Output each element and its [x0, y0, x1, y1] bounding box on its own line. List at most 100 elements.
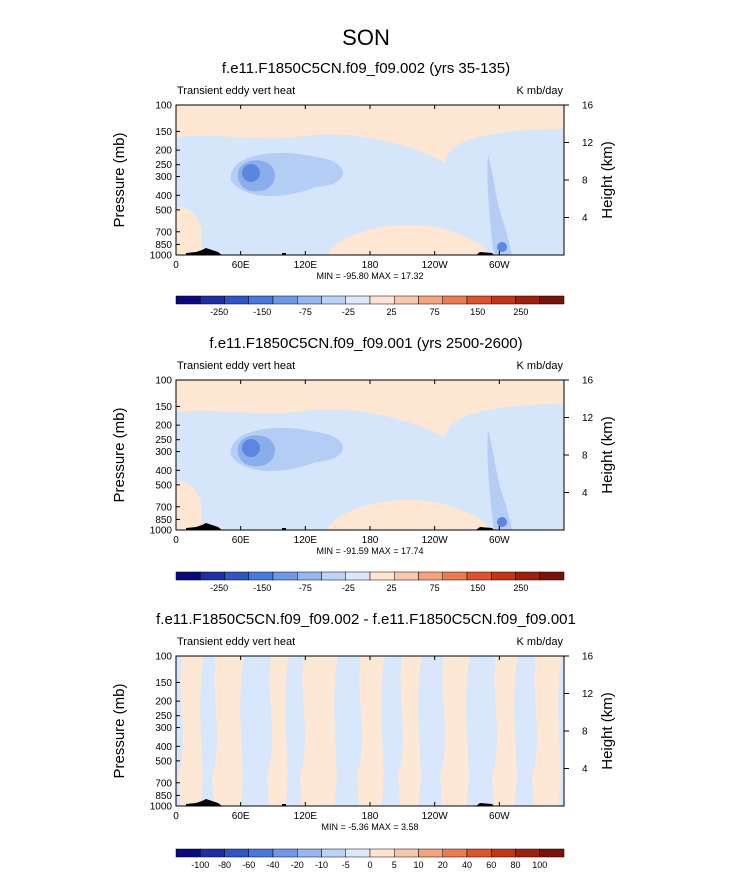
terrain-mask: [186, 799, 222, 806]
contour-field: [176, 105, 564, 255]
terrain-mask: [476, 527, 494, 530]
colorbar-swatch: [272, 571, 298, 581]
colorbar-swatch: [345, 571, 371, 581]
y-axis-label: Pressure (mb): [111, 683, 128, 778]
colorbar-swatch: [175, 848, 201, 858]
y-tick-label: 100: [155, 101, 172, 112]
colorbar-label: -75: [299, 583, 312, 593]
contour-diff-positive: [532, 656, 562, 806]
y-tick-label: 1000: [150, 251, 173, 262]
colorbar-swatch: [491, 848, 516, 858]
y-tick-label: 250: [155, 435, 172, 446]
colorbar-swatch: [369, 571, 395, 581]
contour-negative-atlantic-core: [497, 242, 507, 252]
colorbar-swatch: [321, 295, 346, 305]
x-tick-label: 120W: [422, 260, 449, 271]
y-tick-label: 1000: [150, 802, 173, 813]
colorbar-label: 75: [430, 307, 440, 317]
y-tick-label: 150: [155, 127, 172, 138]
terrain-mask: [476, 252, 494, 255]
colorbar-label: -100: [191, 860, 209, 870]
y-tick-label: 400: [155, 742, 172, 753]
colorbar-swatch: [466, 295, 492, 305]
contour-negative-atlantic: [487, 155, 512, 255]
contour-diff-positive: [212, 656, 244, 806]
terrain-mask: [476, 803, 494, 806]
colorbar-label: -250: [210, 583, 228, 593]
colorbar-swatch: [321, 571, 346, 581]
colorbar-swatch: [442, 571, 468, 581]
y-tick-label: 500: [155, 205, 172, 216]
y-tick-label: 200: [155, 146, 172, 157]
contour-diff-positive: [357, 656, 385, 806]
y2-tick-label: 16: [582, 376, 594, 387]
terrain-mask: [186, 523, 222, 530]
panel-title: f.e11.F1850C5CN.f09_f09.002 - f.e11.F185…: [156, 611, 576, 628]
y-tick-label: 850: [155, 240, 172, 251]
y-axis-label: Pressure (mb): [111, 407, 128, 502]
colorbar-label: 10: [413, 860, 423, 870]
y2-tick-label: 12: [582, 413, 594, 424]
colorbar-label: -5: [342, 860, 350, 870]
colorbar-label: -150: [253, 583, 271, 593]
colorbar-swatch: [175, 571, 201, 581]
colorbar-swatch: [297, 848, 322, 858]
colorbar-swatch: [297, 571, 322, 581]
y2-axis-label: Height (km): [599, 692, 616, 770]
colorbar-label: -80: [218, 860, 231, 870]
colorbar-swatch: [418, 571, 443, 581]
colorbar-swatch: [539, 571, 565, 581]
colorbar-label: -250: [210, 307, 228, 317]
terrain-mask: [282, 528, 286, 530]
colorbar-label: 150: [470, 307, 485, 317]
y-tick-label: 150: [155, 678, 172, 689]
y2-tick-label: 8: [582, 451, 588, 462]
y-tick-label: 400: [155, 466, 172, 477]
colorbar-label: -20: [291, 860, 304, 870]
contour-diff-positive: [178, 656, 204, 806]
x-tick-label: 120W: [422, 811, 449, 822]
terrain-mask: [186, 248, 222, 255]
colorbar-swatch: [224, 848, 249, 858]
contour-diff-positive: [300, 656, 338, 806]
y-tick-label: 100: [155, 652, 172, 663]
colorbar-label: 150: [470, 583, 485, 593]
contour-negative-atlantic-core: [497, 517, 507, 527]
figure-title: SON: [342, 25, 390, 50]
x-tick-label: 120W: [422, 535, 449, 546]
y-tick-label: 500: [155, 480, 172, 491]
colorbar-label: -10: [315, 860, 328, 870]
colorbar-swatch: [175, 295, 201, 305]
panel-3: f.e11.F1850C5CN.f09_f09.002 - f.e11.F185…: [111, 611, 616, 870]
y2-tick-label: 12: [582, 689, 594, 700]
y-tick-label: 250: [155, 160, 172, 171]
y-tick-label: 1000: [150, 526, 173, 537]
colorbar-swatch: [224, 295, 249, 305]
y-tick-label: 300: [155, 723, 172, 734]
colorbar-label: 25: [387, 307, 397, 317]
y-tick-label: 200: [155, 421, 172, 432]
colorbar-label: 80: [510, 860, 520, 870]
panel-title: f.e11.F1850C5CN.f09_f09.002 (yrs 35-135): [222, 60, 510, 77]
colorbar-swatch: [539, 848, 565, 858]
colorbar-swatch: [442, 295, 468, 305]
colorbar-swatch: [272, 295, 298, 305]
y-tick-label: 200: [155, 697, 172, 708]
colorbar-swatch: [345, 848, 371, 858]
units-label: K mb/day: [517, 360, 564, 372]
colorbar-swatch: [466, 571, 492, 581]
y-tick-label: 300: [155, 172, 172, 183]
terrain-mask: [282, 253, 286, 255]
x-tick-label: 120E: [294, 260, 318, 271]
colorbar-swatch: [539, 295, 565, 305]
field-label: Transient eddy vert heat: [177, 85, 295, 97]
y2-axis-label: Height (km): [599, 141, 616, 219]
x-tick-label: 180: [362, 260, 379, 271]
colorbar-swatch: [200, 848, 225, 858]
colorbar-label: 250: [513, 583, 528, 593]
x-tick-label: 0: [173, 811, 179, 822]
y2-tick-label: 8: [582, 176, 588, 187]
colorbar-swatch: [248, 848, 274, 858]
colorbar-label: 5: [392, 860, 397, 870]
